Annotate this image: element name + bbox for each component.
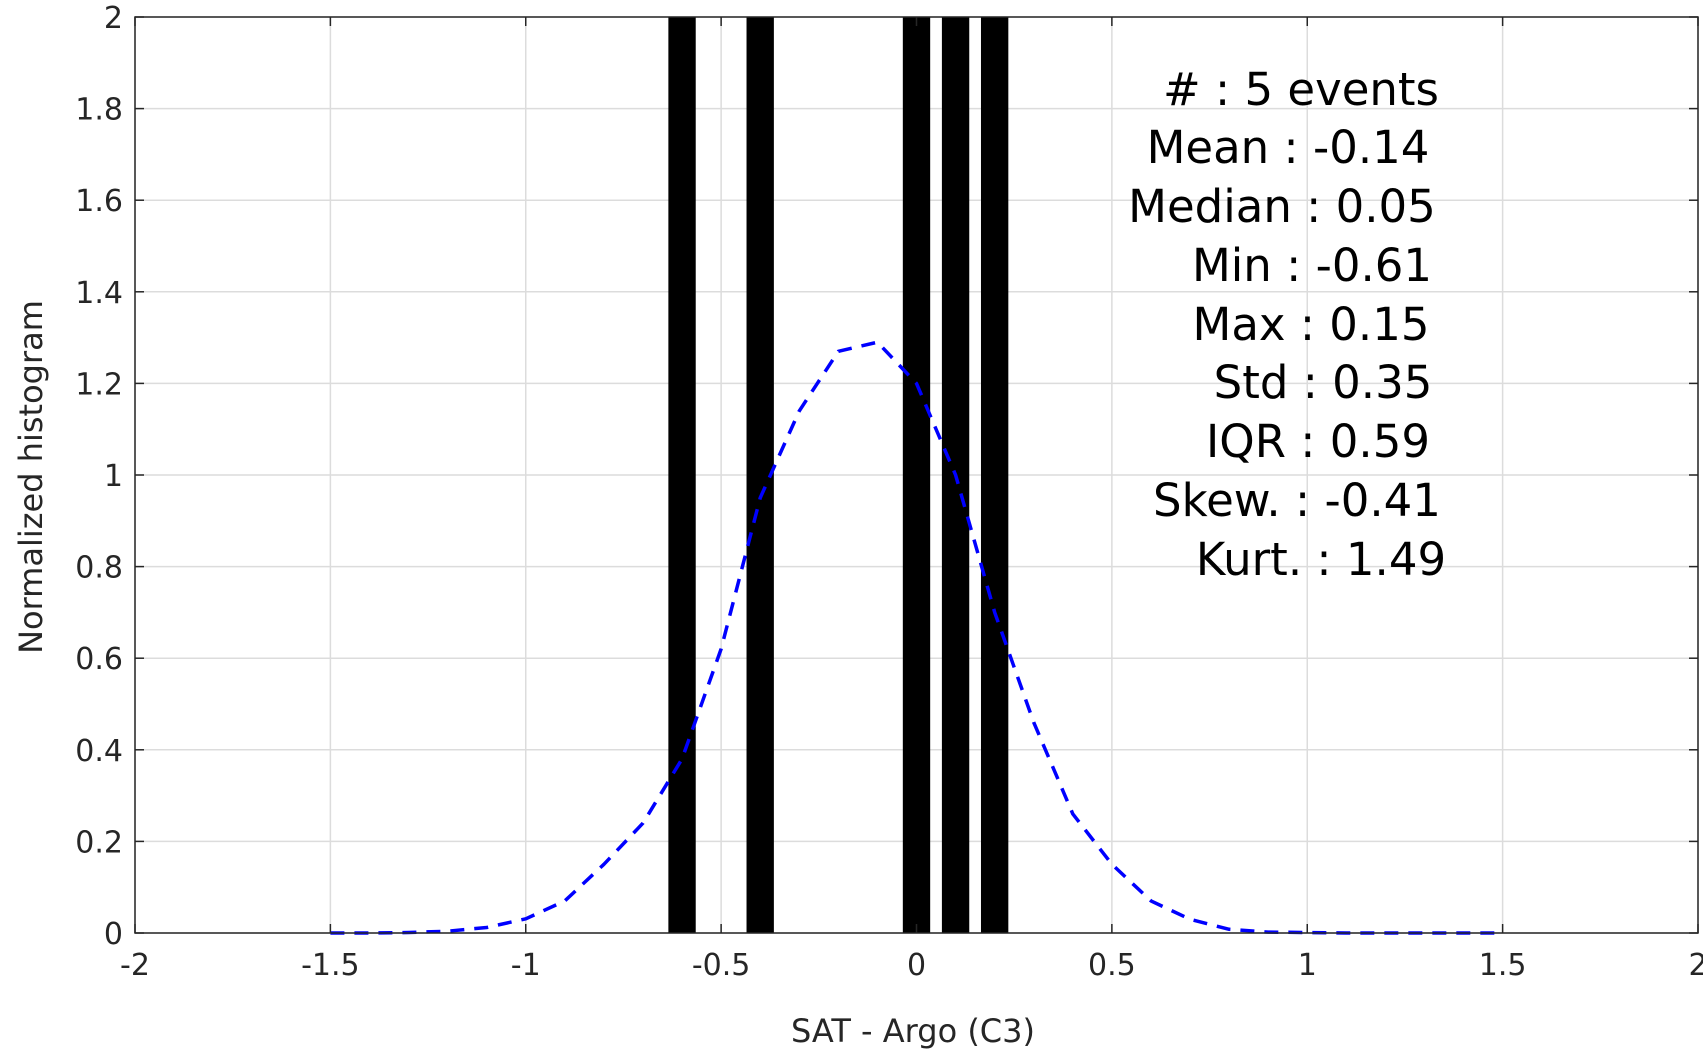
stats-median: Median : 0.05 [1128,180,1436,233]
stats-max: Max : 0.15 [1193,298,1430,351]
y-tick-label: 0.4 [75,734,123,769]
y-tick-label: 0.6 [75,642,123,677]
y-tick-label: 1.6 [75,184,123,219]
x-tick-label: 2 [1688,948,1703,983]
histogram-bar [980,17,1009,933]
x-axis-title: SAT - Argo (C3) [791,1012,1035,1050]
x-tick-label: 1.5 [1479,948,1527,983]
stats-mean: Mean : -0.14 [1147,121,1430,174]
y-tick-label: 1.2 [75,367,123,402]
normal-fit-curve [330,340,1503,935]
x-tick-label: 1 [1298,948,1317,983]
x-tick-label: -0.5 [692,948,751,983]
y-tick-label: 2 [104,1,123,36]
y-tick-label: 0 [104,917,123,952]
x-tick-label: -1.5 [301,948,360,983]
stats-skew: Skew. : -0.41 [1153,474,1441,527]
stats-kurt: Kurt. : 1.49 [1196,533,1446,586]
histogram-bar [668,17,696,933]
x-tick-label: -1 [511,948,541,983]
stats-min: Min : -0.61 [1192,239,1432,292]
y-tick-label: 1.4 [75,276,123,311]
y-tick-label: 1 [104,459,123,494]
fit-curve-layer [330,340,1503,935]
y-tick-label: 0.8 [75,551,123,586]
stats-annotation: # : 5 events Mean : -0.14 Median : 0.05 … [1128,63,1446,586]
stats-std: Std : 0.35 [1214,356,1433,409]
stats-events: # : 5 events [1163,63,1439,116]
histogram-bar [902,17,931,933]
x-tick-label: -2 [120,948,150,983]
x-tick-label: 0 [907,948,926,983]
y-tick-label: 1.8 [75,93,123,128]
stats-iqr: IQR : 0.59 [1206,415,1430,468]
x-tick-label: 0.5 [1088,948,1136,983]
tick-marks-and-labels: -2 -1.5 -1 -0.5 0 0.5 1 1.5 2 0 0.2 0.4 0.6 0.8 1 1.2 1.… [75,1,1703,983]
y-axis-title: Normalized histogram [12,300,50,654]
y-tick-label: 0.2 [75,825,123,860]
